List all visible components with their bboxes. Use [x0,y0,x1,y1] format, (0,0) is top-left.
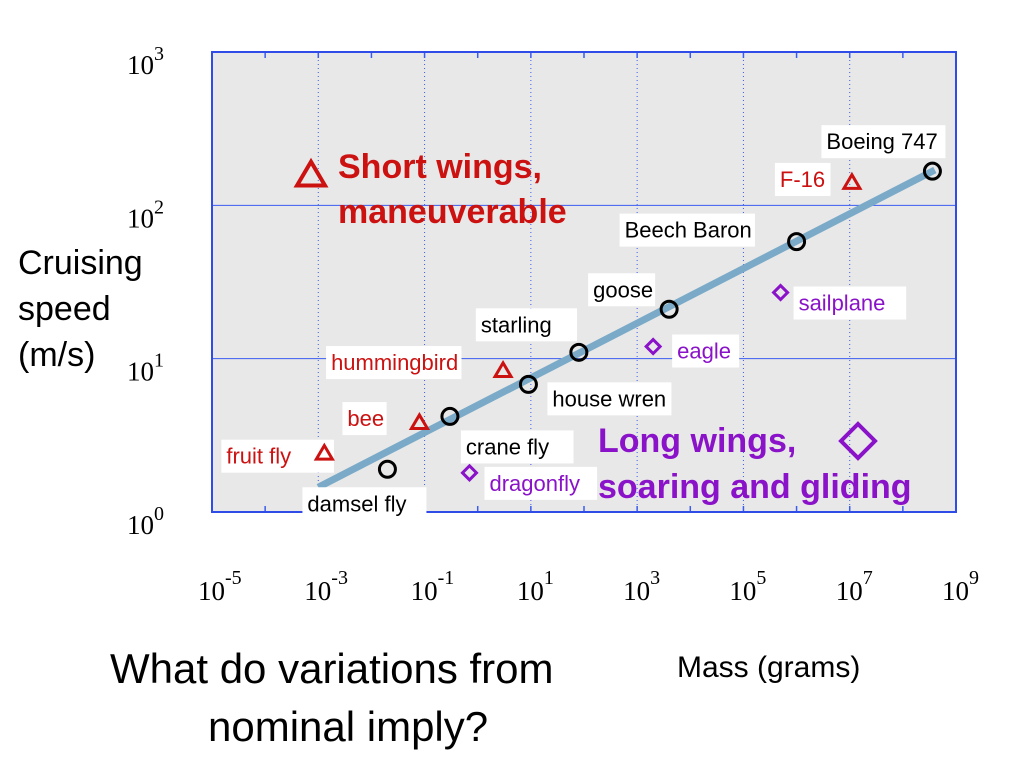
point-label: F-16 [780,167,825,192]
y-axis-title-line: speed [18,290,111,328]
point-label: eagle [677,339,731,364]
annotation-short-wings: maneuverable [338,193,567,231]
y-tick-label: 102 [127,196,164,233]
question-text: What do variations from nominal imply? [110,640,554,756]
circle-marker [922,161,942,181]
y-tick-label: 101 [127,350,164,387]
point-label: dragonfly [489,471,580,496]
triangle-marker [408,411,431,431]
point-label: crane fly [466,434,549,459]
triangle-marker [313,442,335,461]
point-label: starling [481,312,552,337]
x-tick-label: 103 [623,567,660,606]
point-label: Boeing 747 [826,129,937,154]
point-label-bg [547,382,672,416]
point-label: bee [347,406,384,431]
point-label-bg [302,487,427,521]
point-label: Beech Baron [625,218,752,243]
point-label: hummingbird [331,350,458,375]
point-label-bg [221,439,334,473]
point-label: damsel fly [307,491,406,516]
x-tick-label: 10-5 [198,567,242,606]
point-label-bg [342,402,387,436]
point-label-bg [821,125,946,159]
x-tick-label: 101 [517,567,554,606]
question-line-2: nominal imply? [208,703,489,750]
x-tick-label: 10-1 [411,567,455,606]
annotation-long-wings: soaring and gliding [598,468,912,506]
point-label: sailplane [799,291,886,316]
point-label-bg [475,308,578,342]
annotation-short-wings: Short wings, [338,148,542,186]
diamond-marker [771,283,790,302]
point-label: house wren [552,386,666,411]
y-tick-label: 100 [127,503,164,540]
point-label-bg [484,466,598,500]
x-tick-label: 10-3 [304,567,348,606]
legend-triangle-marker [293,157,329,188]
point-label-bg [460,430,574,464]
circle-marker [440,406,460,426]
x-axis-title: Mass (grams) [677,651,861,684]
circle-marker [569,342,589,362]
circle-marker [377,459,397,479]
point-label-bg [774,162,831,196]
point-label-bg [588,273,656,307]
x-tick-label: 109 [942,567,979,606]
annotation-long-wings: Long wings, [598,422,796,460]
circle-marker [787,232,807,252]
diamond-marker [644,337,663,356]
circle-marker [659,299,679,319]
question-line-1: What do variations from [110,645,554,692]
legend-diamond-marker [838,421,878,461]
point-label: fruit fly [226,444,291,469]
x-tick-label: 107 [836,567,873,606]
y-axis-title-line: Cruising [18,244,143,282]
point-label-bg [793,286,907,320]
trend-line [316,166,937,491]
y-axis-title: Cruising speed (m/s) [18,240,143,378]
plot-frame [211,51,957,513]
point-label-bg [326,346,462,380]
x-tick-label: 105 [729,567,766,606]
diamond-marker [460,463,479,482]
point-label-bg [672,334,740,368]
point-label: goose [593,277,653,302]
triangle-marker [492,359,514,379]
triangle-marker [841,171,863,190]
circle-marker [518,374,538,394]
y-tick-label: 103 [127,43,164,80]
y-axis-title-line: (m/s) [18,336,96,374]
point-label-bg [619,213,755,247]
